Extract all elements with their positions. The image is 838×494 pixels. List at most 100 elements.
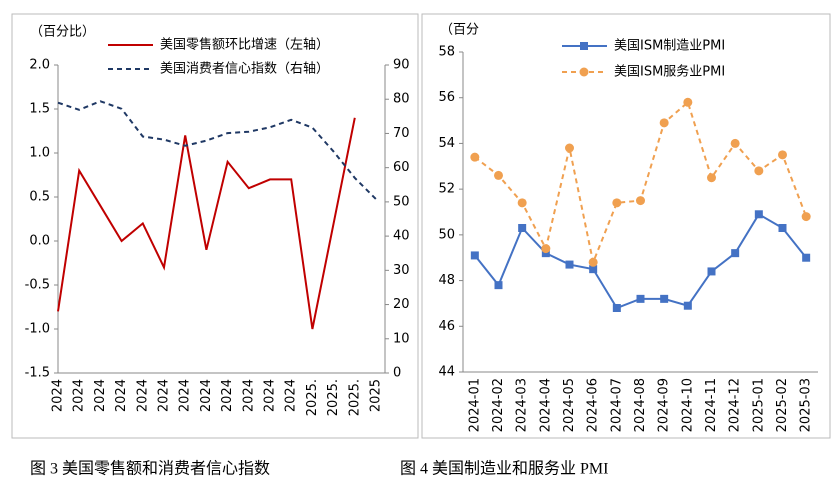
x-tick-label: 2025. xyxy=(347,379,362,416)
x-tick-label: 2024 xyxy=(93,379,108,412)
y2-tick-label: 40 xyxy=(393,229,410,244)
y-tick-label: 1.5 xyxy=(29,102,50,117)
x-tick-label: 2024-10 xyxy=(680,378,695,432)
y-tick-label: 58 xyxy=(438,45,455,60)
legend-marker xyxy=(579,67,589,77)
x-tick-label: 2024-08 xyxy=(633,378,648,432)
data-point xyxy=(660,294,669,303)
series-line xyxy=(474,100,808,266)
data-point xyxy=(636,196,645,206)
data-point xyxy=(494,281,503,290)
x-tick-label: 2024-04 xyxy=(538,378,553,432)
y-axis-unit: （百分 xyxy=(440,23,479,38)
y2-tick-label: 20 xyxy=(393,297,410,312)
y-tick-label: 0.0 xyxy=(29,234,50,249)
legend-label: 美国零售额环比增速（左轴） xyxy=(160,37,329,53)
x-tick-label: 2025. xyxy=(326,379,341,416)
panel xyxy=(11,13,419,439)
x-tick-label: 2025 xyxy=(369,379,384,412)
data-point xyxy=(517,198,527,208)
data-point xyxy=(802,253,811,262)
data-point xyxy=(589,265,598,274)
x-tick-label: 2024-07 xyxy=(609,378,624,432)
legend-label: 美国ISM服务业PMI xyxy=(614,64,725,80)
x-tick-label: 2024 xyxy=(199,379,214,412)
panel xyxy=(421,13,831,439)
data-point xyxy=(612,198,622,208)
y-tick-label: 54 xyxy=(438,136,455,151)
x-tick-label: 2025-02 xyxy=(775,378,790,432)
data-point xyxy=(707,267,716,276)
x-tick-label: 2024 xyxy=(284,379,299,412)
y-tick-label: 48 xyxy=(438,273,455,288)
y2-tick-label: 10 xyxy=(393,331,410,346)
x-tick-label: 2024-05 xyxy=(562,378,577,432)
legend-label: 美国消费者信心指数（右轴） xyxy=(160,62,329,77)
data-point xyxy=(565,260,574,269)
data-point xyxy=(565,143,574,153)
x-tick-label: 2024-06 xyxy=(586,378,601,432)
x-tick-label: 2024 xyxy=(241,379,256,412)
data-point xyxy=(707,173,716,183)
x-tick-label: 2025-03 xyxy=(799,378,814,432)
y-tick-label: 0.5 xyxy=(29,190,50,205)
x-tick-label: 2024-12 xyxy=(728,378,743,432)
data-point xyxy=(659,118,669,128)
data-point xyxy=(470,251,479,260)
x-tick-label: 2025. xyxy=(305,379,320,416)
y-tick-label: 46 xyxy=(438,319,455,334)
x-tick-label: 2024 xyxy=(178,379,193,412)
x-tick-label: 2024-02 xyxy=(491,378,506,432)
y2-tick-label: 0 xyxy=(393,366,401,381)
y-tick-label: -1.0 xyxy=(25,322,50,337)
y2-tick-label: 60 xyxy=(393,160,410,175)
y-tick-label: 2.0 xyxy=(29,58,50,73)
y2-tick-label: 30 xyxy=(393,263,410,278)
series-line xyxy=(57,117,356,330)
x-tick-label: 2024-09 xyxy=(657,378,672,432)
data-point xyxy=(754,166,764,176)
data-point xyxy=(754,210,763,219)
figure-caption: 图 4 美国制造业和服务业 PMI xyxy=(400,460,608,478)
figure-caption: 图 3 美国零售额和消费者信心指数 xyxy=(30,460,270,478)
series-line xyxy=(57,100,377,200)
y2-tick-label: 50 xyxy=(393,194,410,209)
data-point xyxy=(612,304,621,312)
y-tick-label: 52 xyxy=(438,182,455,197)
x-tick-label: 2025-01 xyxy=(751,378,766,432)
data-point xyxy=(588,257,598,267)
data-point xyxy=(731,249,740,258)
y-tick-label: 1.0 xyxy=(29,146,50,161)
x-tick-label: 2024 xyxy=(263,379,278,412)
data-point xyxy=(683,97,693,107)
y-tick-label: -0.5 xyxy=(25,278,50,293)
x-tick-label: 2024 xyxy=(157,379,172,412)
x-tick-label: 2024 xyxy=(135,379,150,412)
data-point xyxy=(778,224,787,232)
y-axis-unit: （百分比） xyxy=(30,25,95,40)
data-point xyxy=(470,152,480,162)
y2-tick-label: 90 xyxy=(393,58,410,73)
x-tick-label: 2024 xyxy=(72,379,87,412)
data-point xyxy=(778,150,787,160)
x-tick-label: 2024-03 xyxy=(515,378,530,432)
data-point xyxy=(801,212,811,222)
y-tick-label: -1.5 xyxy=(25,366,50,381)
x-tick-label: 2024 xyxy=(51,379,66,412)
x-tick-label: 2024-11 xyxy=(704,378,719,432)
data-point xyxy=(636,294,645,303)
data-point xyxy=(494,170,503,180)
data-point xyxy=(518,224,527,232)
x-tick-label: 2024-01 xyxy=(467,378,482,432)
y2-tick-label: 70 xyxy=(393,126,410,141)
data-point xyxy=(730,138,740,148)
legend-label: 美国ISM制造业PMI xyxy=(614,39,725,54)
y-tick-label: 50 xyxy=(438,227,455,242)
legend-marker xyxy=(580,42,588,50)
y-tick-label: 56 xyxy=(438,90,455,105)
x-tick-label: 2024 xyxy=(220,379,235,412)
x-tick-label: 2024 xyxy=(114,379,129,412)
data-point xyxy=(541,244,551,254)
data-point xyxy=(683,301,692,310)
data-point xyxy=(541,249,550,258)
